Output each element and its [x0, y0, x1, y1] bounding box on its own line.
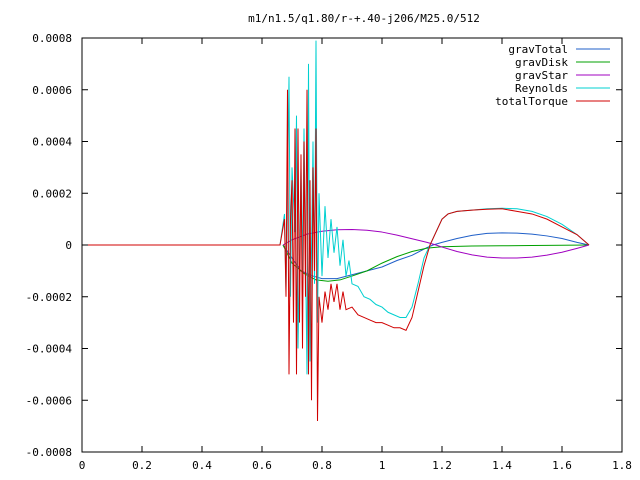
plot-series-group	[82, 40, 590, 421]
y-tick-label: 0	[65, 239, 72, 252]
y-tick-label: 0.0004	[32, 136, 72, 149]
legend-label-gravTotal: gravTotal	[508, 43, 568, 56]
series-line-totalTorque	[82, 89, 590, 421]
legend-label-gravStar: gravStar	[515, 69, 568, 82]
y-tick-label: 0.0008	[32, 32, 72, 45]
x-tick-label: 1.2	[432, 459, 452, 472]
legend: gravTotalgravDiskgravStarReynoldstotalTo…	[495, 43, 610, 108]
legend-label-gravDisk: gravDisk	[515, 56, 568, 69]
y-tick-label: -0.0002	[26, 291, 72, 304]
chart-title: m1/n1.5/q1.80/r-+.40-j206/M25.0/512	[248, 12, 480, 25]
legend-label-Reynolds: Reynolds	[515, 82, 568, 95]
x-tick-label: 1.6	[552, 459, 572, 472]
y-tick-label: -0.0004	[26, 343, 73, 356]
y-tick-label: 0.0002	[32, 187, 72, 200]
series-line-Reynolds	[82, 40, 590, 375]
x-tick-label: 0	[79, 459, 86, 472]
x-tick-label: 0.8	[312, 459, 332, 472]
x-tick-label: 1.4	[492, 459, 512, 472]
legend-label-totalTorque: totalTorque	[495, 95, 568, 108]
x-tick-label: 0.4	[192, 459, 212, 472]
axes: 0 0.2 0.4 0.6 0.8 1 1.2 1.4 1.6 1.8 0.0008 0.0006 0.…	[26, 32, 632, 472]
x-tick-label: 1.8	[612, 459, 632, 472]
plot-area	[82, 40, 590, 421]
y-tick-label: -0.0006	[26, 394, 72, 407]
x-tick-label: 1	[379, 459, 386, 472]
y-tick-label: 0.0006	[32, 84, 72, 97]
x-tick-label: 0.6	[252, 459, 272, 472]
y-tick-label: -0.0008	[26, 446, 72, 459]
x-tick-label: 0.2	[132, 459, 152, 472]
